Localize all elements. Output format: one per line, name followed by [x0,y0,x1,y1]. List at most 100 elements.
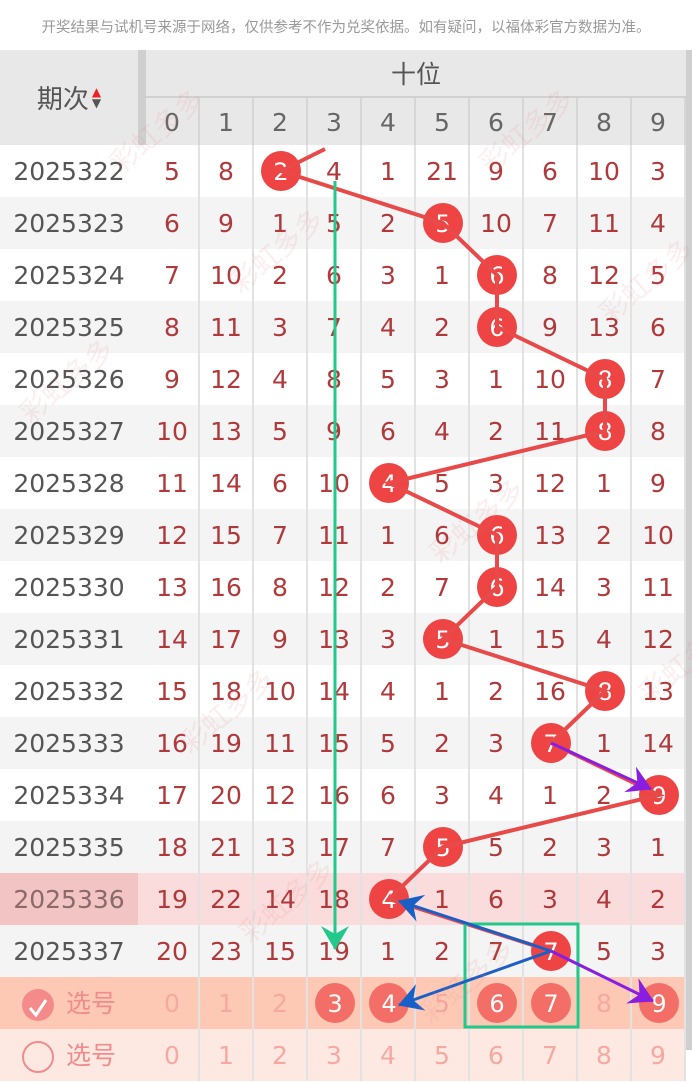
miss-count-cell: 1 [362,925,416,977]
miss-count-cell: 3 [470,717,524,769]
select-digit-5[interactable]: 5 [416,1029,470,1081]
select-digit-6[interactable]: 6 [470,977,524,1029]
select-digit-6[interactable]: 6 [470,1029,524,1081]
miss-count-cell: 12 [146,509,200,561]
miss-count-cell: 1 [362,145,416,197]
miss-count-cell: 8 [254,561,308,613]
selected-ball[interactable]: 6 [477,983,517,1023]
select-digit-2[interactable]: 2 [254,1029,308,1081]
miss-count-cell: 18 [308,873,362,925]
table-row: 2025323 6 9 1 5 2 5 10 7 11 4 [0,197,686,249]
miss-count-cell: 3 [362,613,416,665]
miss-count-cell: 14 [632,717,686,769]
miss-count-cell: 9 [524,301,578,353]
miss-count-cell: 8 [146,301,200,353]
miss-count-cell: 22 [200,873,254,925]
select-digit-8[interactable]: 8 [578,1029,632,1081]
table-row: 2025336 19 22 14 18 4 1 6 3 4 2 [0,873,686,925]
hit-ball: 5 [423,827,463,867]
digit-header-3: 3 [308,98,362,145]
select-digit-0[interactable]: 0 [146,977,200,1029]
select-digit-9[interactable]: 9 [632,1029,686,1081]
period-cell: 2025330 [13,573,125,602]
miss-count-cell: 1 [416,665,470,717]
hit-ball: 7 [531,931,571,971]
miss-count-cell: 6 [362,405,416,457]
period-cell: 2025334 [13,781,125,810]
sort-up-icon[interactable]: ▲ [91,84,102,99]
miss-count-cell: 4 [578,873,632,925]
period-header[interactable]: 期次 ▲ ▼ [0,50,138,145]
table-row: 2025327 10 13 5 9 6 4 2 11 8 8 [0,405,686,457]
sort-down-icon[interactable]: ▼ [91,95,102,110]
select-digit-0[interactable]: 0 [146,1029,200,1081]
miss-count-cell: 10 [524,353,578,405]
checkbox-empty-icon[interactable] [21,1041,54,1073]
miss-count-cell: 4 [416,405,470,457]
select-digit-8[interactable]: 8 [578,977,632,1029]
selected-ball[interactable]: 9 [639,983,679,1023]
digit-header-0: 0 [146,98,200,145]
miss-count-cell: 21 [416,145,470,197]
hit-ball: 6 [477,307,517,347]
select-digit-9[interactable]: 9 [632,977,686,1029]
selected-ball[interactable]: 7 [531,983,571,1023]
select-digit-2[interactable]: 2 [254,977,308,1029]
digit-header-2: 2 [254,98,308,145]
select-label: 选号 [65,989,116,1018]
miss-count-cell: 5 [362,717,416,769]
select-digit-3[interactable]: 3 [308,1029,362,1081]
miss-count-cell: 10 [254,665,308,717]
miss-count-cell: 2 [254,249,308,301]
table-row: 2025326 9 12 4 8 5 3 1 10 8 7 [0,353,686,405]
miss-count-cell: 8 [578,353,632,405]
miss-count-cell: 14 [146,613,200,665]
miss-count-cell: 17 [308,821,362,873]
miss-count-cell: 5 [416,821,470,873]
select-digit-3[interactable]: 3 [308,977,362,1029]
period-header-label: 期次 [36,85,89,115]
select-toggle[interactable]: 选号 [0,977,138,1029]
checkbox-checked-icon[interactable] [21,989,54,1021]
select-digit-1[interactable]: 1 [200,1029,254,1081]
miss-count-cell: 8 [524,249,578,301]
table-row: 2025333 16 19 11 15 5 2 3 7 1 14 [0,717,686,769]
digit-header-8: 8 [578,98,632,145]
miss-count-cell: 2 [416,301,470,353]
table-row: 2025325 8 11 3 7 4 2 6 9 13 6 [0,301,686,353]
miss-count-cell: 2 [470,665,524,717]
hit-ball: 6 [477,567,517,607]
table-row: 2025331 14 17 9 13 3 5 1 15 4 12 [0,613,686,665]
miss-count-cell: 8 [632,405,686,457]
select-toggle[interactable]: 选号 [0,1029,138,1081]
miss-count-cell: 9 [632,769,686,821]
select-digit-5[interactable]: 5 [416,977,470,1029]
selected-ball[interactable]: 4 [369,983,409,1023]
select-digit-7[interactable]: 7 [524,1029,578,1081]
select-digit-7[interactable]: 7 [524,977,578,1029]
miss-count-cell: 11 [146,457,200,509]
miss-count-cell: 15 [200,509,254,561]
miss-count-cell: 3 [578,821,632,873]
select-digit-1[interactable]: 1 [200,977,254,1029]
miss-count-cell: 4 [362,873,416,925]
miss-count-cell: 14 [254,873,308,925]
miss-count-cell: 16 [146,717,200,769]
miss-count-cell: 10 [632,509,686,561]
select-digit-4[interactable]: 4 [362,1029,416,1081]
miss-count-cell: 11 [254,717,308,769]
miss-count-cell: 21 [200,821,254,873]
miss-count-cell: 3 [416,353,470,405]
table-row: 2025324 7 10 2 6 3 1 6 8 12 5 [0,249,686,301]
miss-count-cell: 12 [254,769,308,821]
miss-count-cell: 9 [470,145,524,197]
selected-ball[interactable]: 3 [315,983,355,1023]
select-digit-4[interactable]: 4 [362,977,416,1029]
miss-count-cell: 7 [308,301,362,353]
miss-count-cell: 9 [200,197,254,249]
miss-count-cell: 9 [254,613,308,665]
miss-count-cell: 12 [578,249,632,301]
sort-icon[interactable]: ▲ ▼ [91,84,102,110]
hit-ball: 8 [585,411,625,451]
miss-count-cell: 13 [308,613,362,665]
